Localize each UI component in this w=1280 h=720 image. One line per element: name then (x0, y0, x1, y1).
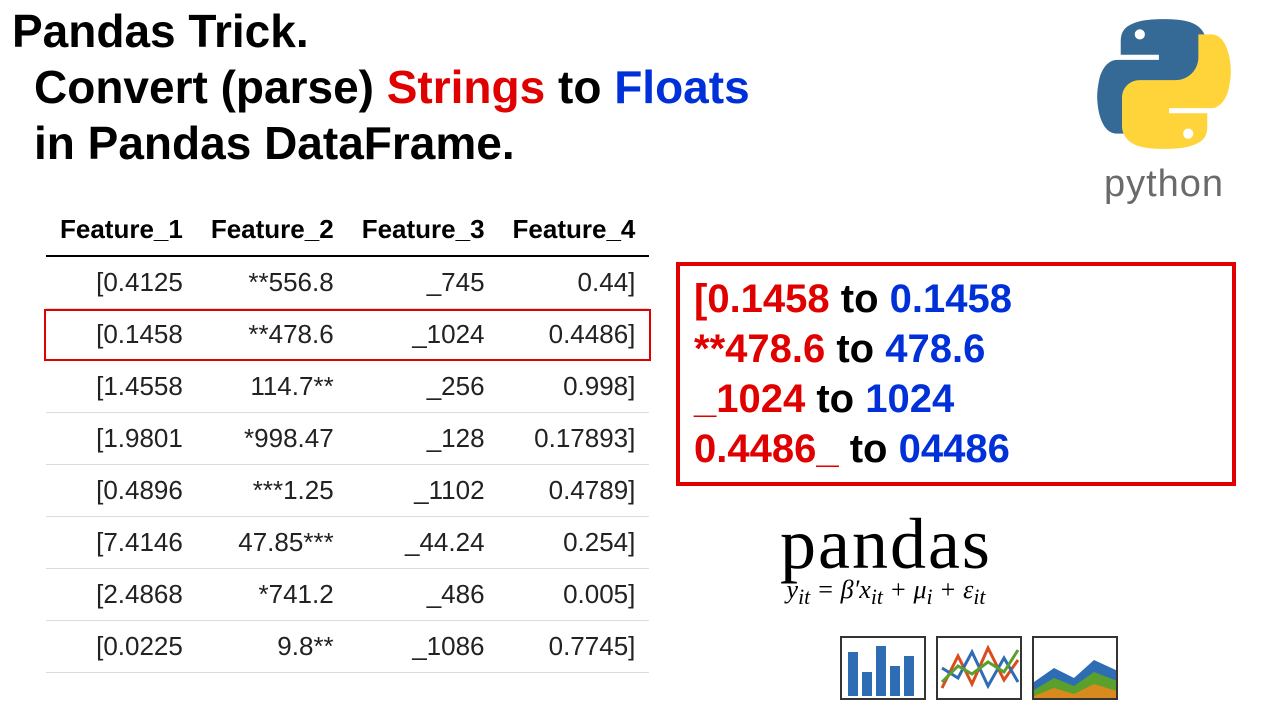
conversion-token: to (839, 427, 899, 471)
table-row: [1.9801*998.47_1280.17893] (46, 413, 649, 465)
pandas-thumbnails (840, 636, 1118, 700)
pandas-equation: yit = β′xit + μi + εit (780, 575, 992, 610)
conversion-token: 0.1458 (890, 277, 1012, 321)
table-cell: _745 (348, 256, 499, 309)
table-cell: [0.0225 (46, 621, 197, 673)
title-line-2: Convert (parse) Strings to Floats (34, 60, 1012, 114)
conversion-token: to (805, 377, 865, 421)
table-cell: 0.005] (499, 569, 650, 621)
thumb-area-chart (1032, 636, 1118, 700)
table-cell: ***1.25 (197, 465, 348, 517)
conversion-token: **478.6 (694, 327, 825, 371)
table-column-header: Feature_1 (46, 208, 197, 256)
table-cell: _128 (348, 413, 499, 465)
table-cell: [0.1458 (46, 309, 197, 361)
table-row: [0.4125**556.8_7450.44] (46, 256, 649, 309)
table-row: [1.4558114.7**_2560.998] (46, 361, 649, 413)
table-cell: 0.4789] (499, 465, 650, 517)
table-cell: *998.47 (197, 413, 348, 465)
pandas-logo: pandas yit = β′xit + μi + εit (780, 512, 992, 610)
conversion-token: 0.4486_ (694, 427, 839, 471)
conversion-token: _1024 (694, 377, 805, 421)
table-column-header: Feature_2 (197, 208, 348, 256)
conversion-line: [0.1458 to 0.1458 (694, 274, 1218, 324)
title-word: Convert (parse) (34, 61, 387, 113)
table-cell: 0.4486] (499, 309, 650, 361)
title-word: Strings (387, 61, 545, 113)
table-row: [0.4896***1.25_11020.4789] (46, 465, 649, 517)
table-cell: _1102 (348, 465, 499, 517)
title-word: Floats (614, 61, 749, 113)
table-cell: 114.7** (197, 361, 348, 413)
title-line-3: in Pandas DataFrame. (34, 116, 1012, 170)
conversion-box: [0.1458 to 0.1458**478.6 to 478.6_1024 t… (676, 262, 1236, 486)
table-cell: [7.4146 (46, 517, 197, 569)
table-cell: 0.17893] (499, 413, 650, 465)
table-cell: [0.4125 (46, 256, 197, 309)
table-cell: [1.9801 (46, 413, 197, 465)
title-line-1: Pandas Trick. (12, 4, 1012, 58)
table-cell: _44.24 (348, 517, 499, 569)
table-cell: [2.4868 (46, 569, 197, 621)
conversion-token: [0.1458 (694, 277, 830, 321)
table-cell: 0.44] (499, 256, 650, 309)
table-cell: _486 (348, 569, 499, 621)
conversion-token: 478.6 (885, 327, 985, 371)
table-cell: 0.7745] (499, 621, 650, 673)
table-cell: *741.2 (197, 569, 348, 621)
table-row: [0.02259.8**_10860.7745] (46, 621, 649, 673)
table-cell: _1024 (348, 309, 499, 361)
table-cell: [1.4558 (46, 361, 197, 413)
table-row: [7.414647.85***_44.240.254] (46, 517, 649, 569)
table-cell: 0.254] (499, 517, 650, 569)
dataframe-table-wrap: Feature_1Feature_2Feature_3Feature_4 [0.… (46, 208, 630, 673)
table-column-header: Feature_3 (348, 208, 499, 256)
conversion-line: **478.6 to 478.6 (694, 324, 1218, 374)
table-cell: **556.8 (197, 256, 348, 309)
table-row: [0.1458**478.6_10240.4486] (46, 309, 649, 361)
conversion-line: _1024 to 1024 (694, 374, 1218, 424)
python-label: python (1084, 163, 1244, 206)
dataframe-table: Feature_1Feature_2Feature_3Feature_4 [0.… (46, 208, 649, 673)
table-cell: 47.85*** (197, 517, 348, 569)
table-cell: **478.6 (197, 309, 348, 361)
title-block: Pandas Trick. Convert (parse) Strings to… (12, 4, 1012, 170)
table-cell: 0.998] (499, 361, 650, 413)
table-cell: 9.8** (197, 621, 348, 673)
table-column-header: Feature_4 (499, 208, 650, 256)
conversion-token: 04486 (899, 427, 1010, 471)
table-row: [2.4868*741.2_4860.005] (46, 569, 649, 621)
conversion-token: to (825, 327, 885, 371)
pandas-wordmark: pandas (780, 512, 992, 577)
table-cell: _1086 (348, 621, 499, 673)
table-header-row: Feature_1Feature_2Feature_3Feature_4 (46, 208, 649, 256)
thumb-bar-chart (840, 636, 926, 700)
title-word: to (545, 61, 614, 113)
table-cell: _256 (348, 361, 499, 413)
table-cell: [0.4896 (46, 465, 197, 517)
python-logo: python (1084, 14, 1244, 206)
thumb-line-chart (936, 636, 1022, 700)
conversion-token: to (830, 277, 890, 321)
conversion-line: 0.4486_ to 04486 (694, 424, 1218, 474)
conversion-token: 1024 (865, 377, 954, 421)
